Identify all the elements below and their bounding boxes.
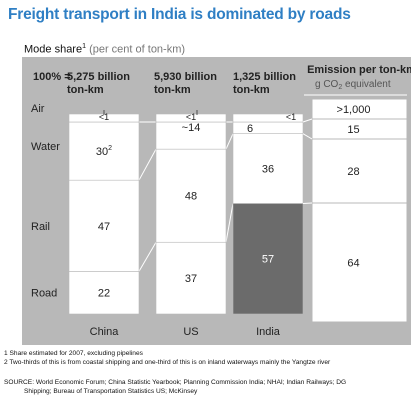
bar-india-road bbox=[232, 203, 304, 315]
emission-value-air: >1,000 bbox=[337, 104, 371, 116]
chart-subtitle: Mode share1 (per cent of ton-km) bbox=[24, 43, 185, 56]
bar-china-water bbox=[68, 121, 140, 181]
data-label-india-water: 6 bbox=[247, 123, 253, 135]
subtitle-unit: (per cent of ton-km) bbox=[89, 43, 186, 56]
category-label-india: India bbox=[256, 326, 281, 338]
total-label-china: 5,275 billion ton-km bbox=[67, 71, 130, 96]
data-label-china-road: 22 bbox=[98, 288, 110, 300]
emission-box-road bbox=[311, 202, 408, 323]
connector-line bbox=[138, 148, 157, 181]
total-label-us: 5,930 billion ton-km bbox=[154, 71, 217, 96]
source-line-1: SOURCE: World Economic Forum; China Stat… bbox=[4, 379, 347, 386]
connector-line bbox=[225, 133, 234, 150]
data-label-china-rail: 47 bbox=[98, 221, 110, 233]
total-line: ton-km bbox=[233, 84, 270, 96]
emission-value-rail: 28 bbox=[347, 166, 359, 178]
bar-us-rail bbox=[155, 148, 227, 243]
data-label-us-road: 37 bbox=[185, 273, 197, 285]
emission-connector bbox=[302, 133, 313, 140]
emission-subtitle-part: g CO bbox=[315, 79, 339, 90]
chart-title: Freight transport in India is dominated … bbox=[8, 6, 351, 23]
data-label-india-road: 57 bbox=[262, 254, 274, 266]
bar-india-rail bbox=[232, 133, 304, 204]
data-label-india-rail: 36 bbox=[262, 164, 274, 176]
bar-china-road bbox=[68, 271, 140, 315]
bar-india-water bbox=[232, 121, 304, 134]
total-label-india: 1,325 billion ton-km bbox=[233, 71, 296, 96]
total-line: 5,275 billion bbox=[67, 71, 130, 83]
total-line: 5,930 billion bbox=[154, 71, 217, 83]
data-label-china-air: <1 bbox=[99, 112, 109, 122]
bar-us-water bbox=[155, 121, 227, 150]
emission-subtitle: g CO2 equivalent bbox=[315, 79, 391, 91]
emission-title: Emission per ton-km bbox=[307, 64, 411, 76]
category-label-china: China bbox=[90, 326, 120, 338]
bar-us-air bbox=[155, 113, 227, 123]
emission-connector bbox=[302, 118, 313, 123]
mode-label-rail: Rail bbox=[31, 221, 50, 233]
data-label-us-water: ~14 bbox=[182, 122, 201, 134]
footnote-1: 1 Share estimated for 2007, excluding pi… bbox=[4, 350, 143, 357]
stacked-bar-chart: 2247302<13748~14<157366<1RoadRailWaterAi… bbox=[31, 64, 411, 338]
mode-label-air: Air bbox=[31, 103, 45, 115]
category-label-us: US bbox=[183, 326, 198, 338]
emission-subtitle-subscript: 2 bbox=[338, 84, 342, 91]
bar-india-air bbox=[232, 113, 304, 123]
data-label-us-rail: 48 bbox=[185, 191, 197, 203]
total-line: 1,325 billion bbox=[233, 71, 296, 83]
connector-line bbox=[138, 241, 157, 272]
data-label-china-water: 302 bbox=[96, 145, 112, 158]
emission-value-water: 15 bbox=[347, 124, 359, 136]
bar-us-road bbox=[155, 241, 227, 315]
connector-line bbox=[225, 203, 234, 243]
data-label-us-air: <1 bbox=[186, 112, 196, 122]
footnote-2: 2 Two-thirds of this is from coastal shi… bbox=[4, 359, 331, 366]
chart-panel: 22 47 302 <1 37 48 ~14 <1 57 36 6 <1 Road Rail Water Ai… bbox=[22, 57, 411, 345]
mode-label-road: Road bbox=[31, 288, 57, 300]
emission-box-rail bbox=[311, 138, 408, 204]
total-line: ton-km bbox=[154, 84, 191, 96]
emission-value-road: 64 bbox=[347, 258, 359, 270]
total-line: ton-km bbox=[67, 84, 104, 96]
source-line-2: Shipping; Bureau of Transportation Stati… bbox=[24, 388, 198, 395]
subtitle-text: Mode share bbox=[24, 43, 83, 56]
data-label-footnote-marker: 2 bbox=[108, 145, 112, 152]
subtitle-footnote-marker: 1 bbox=[82, 43, 86, 50]
mode-label-water: Water bbox=[31, 141, 60, 153]
emission-subtitle-part: equivalent bbox=[342, 79, 391, 90]
data-label-india-air: <1 bbox=[286, 112, 296, 122]
percent-label: 100% = bbox=[33, 71, 71, 83]
